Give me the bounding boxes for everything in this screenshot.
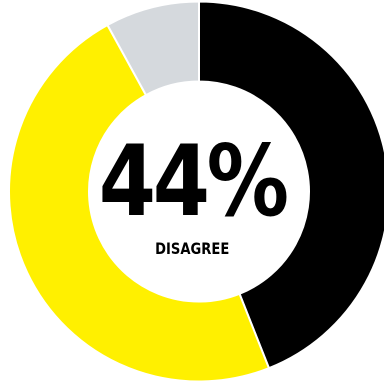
donut-slices	[9, 1, 384, 381]
